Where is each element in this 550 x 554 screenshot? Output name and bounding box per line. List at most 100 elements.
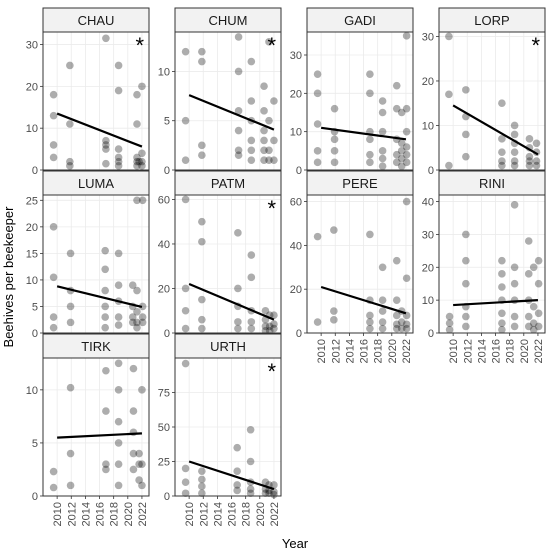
data-point — [234, 318, 242, 326]
x-tick-label: 2014 — [80, 502, 92, 526]
data-point — [234, 284, 242, 293]
data-point — [378, 296, 387, 304]
data-point — [445, 32, 453, 41]
data-point — [181, 324, 190, 333]
data-point — [397, 154, 406, 163]
trend-line — [56, 285, 143, 309]
data-point — [529, 325, 538, 334]
panel-pere: PERE 0 20 40 60 2010 2012 2014 2016 2018 2020 2022 — [290, 170, 414, 363]
data-point — [392, 320, 401, 329]
strip-background — [306, 7, 414, 33]
data-point — [128, 281, 137, 290]
data-point — [397, 324, 406, 333]
data-point — [181, 284, 190, 293]
data-point — [402, 127, 411, 136]
data-point — [260, 126, 268, 135]
y-tick-label: 40 — [422, 197, 434, 209]
data-point — [102, 465, 110, 474]
data-point — [102, 407, 110, 415]
strip-background — [438, 170, 546, 196]
y-tick-label: 0 — [164, 328, 170, 340]
y-tick-label: 10 — [26, 123, 38, 135]
data-point — [378, 147, 387, 155]
data-point — [378, 97, 387, 105]
data-point — [260, 107, 268, 115]
data-point — [330, 158, 339, 167]
data-point — [49, 141, 58, 149]
data-point — [510, 161, 519, 170]
strip-label: CHAU — [78, 13, 115, 28]
strip-label: LUMA — [78, 176, 114, 191]
data-point — [49, 483, 58, 492]
data-point — [66, 120, 74, 128]
data-point — [270, 481, 278, 489]
y-axis-title: Beehives per beekeeper — [1, 206, 16, 348]
data-point — [265, 146, 273, 155]
data-point — [198, 324, 206, 333]
data-point — [392, 311, 401, 320]
x-tick-label: 2022 — [533, 339, 545, 363]
data-point — [260, 82, 268, 91]
data-point — [234, 151, 243, 160]
panel-border — [306, 31, 414, 171]
data-point — [445, 312, 454, 321]
data-point — [66, 383, 75, 392]
data-point — [133, 90, 141, 99]
data-point — [198, 295, 206, 304]
y-tick-label: 10 — [422, 295, 434, 307]
panel-border — [42, 357, 150, 497]
data-point — [445, 319, 454, 327]
data-point — [445, 161, 453, 170]
strip-background — [306, 170, 414, 196]
data-point — [378, 324, 387, 333]
data-point — [378, 127, 387, 136]
panel-border — [42, 194, 150, 334]
y-tick-label: 0 — [428, 328, 434, 340]
y-tick-label: 60 — [158, 194, 170, 206]
x-tick-label: 2014 — [212, 502, 224, 526]
data-point — [101, 286, 109, 295]
data-point — [135, 157, 143, 166]
strip-label: PERE — [342, 176, 378, 191]
data-point — [114, 145, 123, 153]
data-point — [246, 457, 255, 466]
data-point — [397, 108, 406, 117]
strip-background — [42, 170, 150, 196]
x-tick-label: 2010 — [448, 339, 460, 363]
data-point — [525, 157, 534, 165]
data-point — [128, 318, 137, 327]
data-point — [498, 157, 506, 165]
plot-area — [439, 32, 545, 170]
data-point — [66, 249, 75, 258]
data-point — [138, 82, 146, 91]
data-point — [366, 135, 374, 144]
panel-chum: CHUM 0 5 10 * — [158, 7, 282, 177]
data-point — [102, 460, 110, 468]
panel-border — [174, 31, 282, 171]
panel-gadi: GADI 0 10 20 30 — [290, 7, 414, 177]
data-point — [114, 359, 123, 368]
y-tick-label: 0 — [32, 165, 38, 177]
data-point — [270, 320, 278, 328]
data-point — [181, 116, 190, 125]
y-tick-label: 15 — [26, 248, 38, 260]
strip-label: GADI — [344, 13, 376, 28]
panel-border — [174, 194, 282, 334]
data-point — [49, 90, 58, 99]
data-point — [247, 318, 256, 326]
data-point — [529, 319, 538, 327]
data-point — [260, 156, 268, 164]
y-tick-label: 0 — [296, 328, 302, 340]
data-point — [270, 488, 278, 496]
data-point — [510, 130, 519, 139]
data-point — [402, 274, 411, 283]
x-tick-label: 2012 — [330, 339, 342, 363]
data-point — [534, 256, 543, 265]
data-point — [330, 104, 339, 113]
significance-star: * — [531, 33, 540, 58]
data-point — [234, 33, 243, 41]
data-point — [114, 153, 123, 162]
strip-label: CHUM — [209, 13, 248, 28]
data-point — [198, 489, 206, 498]
